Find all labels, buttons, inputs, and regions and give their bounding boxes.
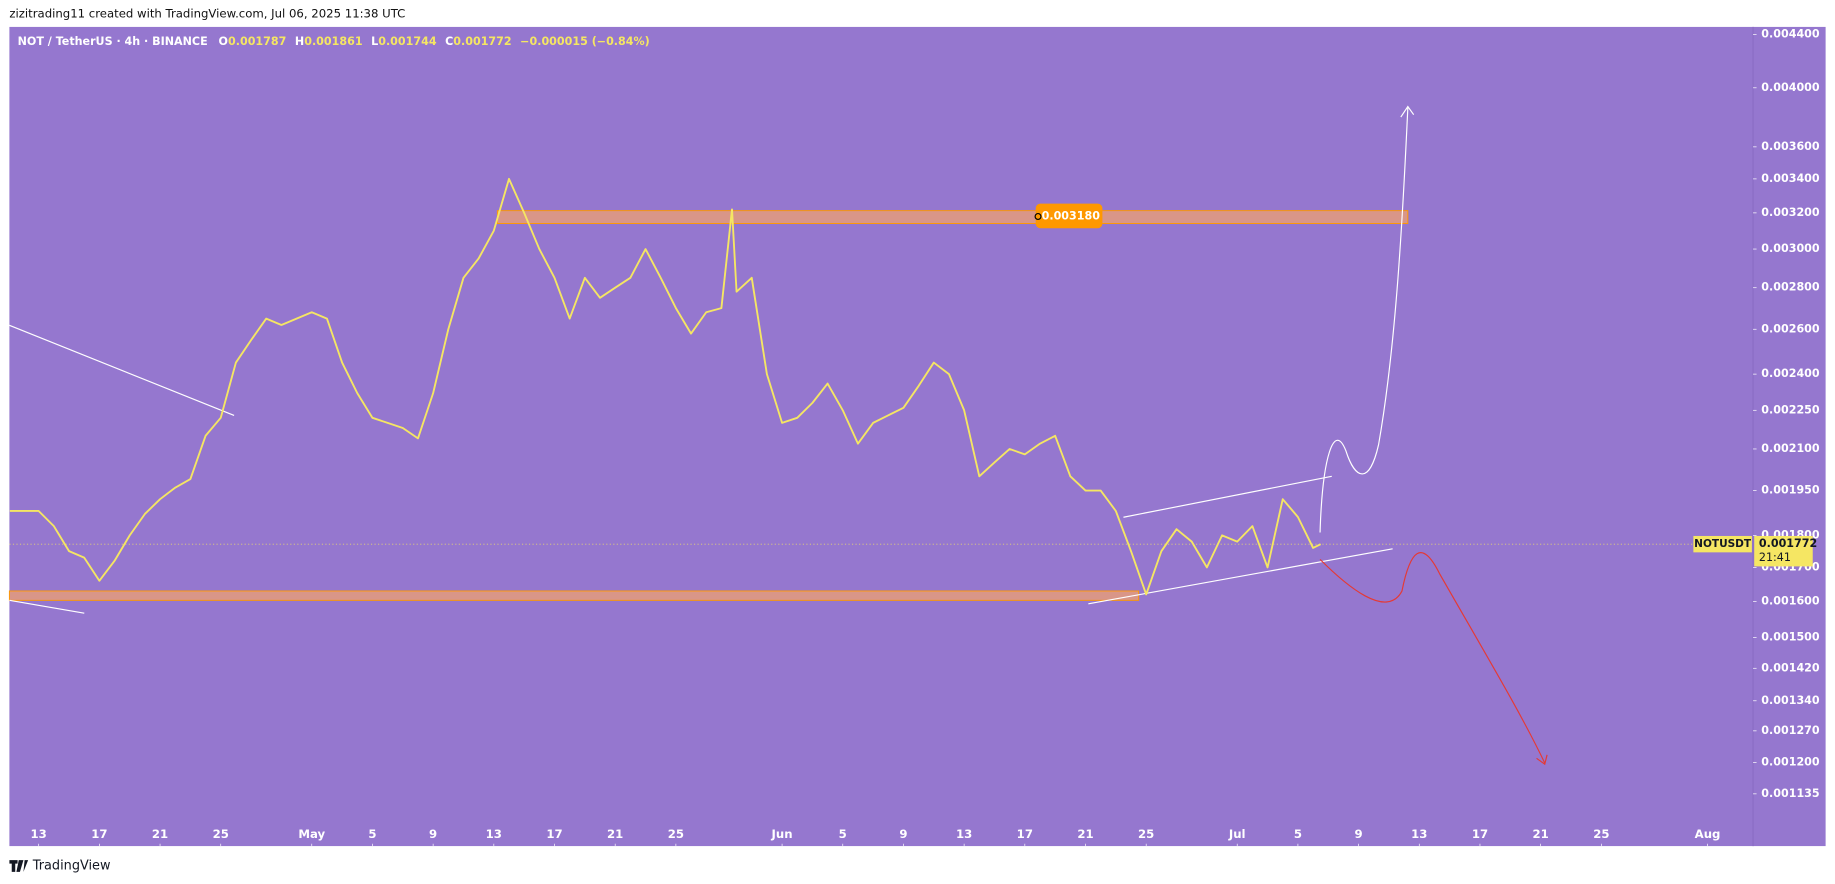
x-tick-label: 21 — [152, 827, 168, 841]
x-tick-label: 9 — [429, 827, 437, 841]
y-tick-label: 0.001600 — [1761, 594, 1820, 607]
x-tick-label: Jul — [1228, 827, 1246, 841]
x-tick-label: 5 — [839, 827, 847, 841]
chart-background — [9, 26, 1826, 847]
x-tick-label: 21 — [1077, 827, 1093, 841]
y-tick-label: 0.003400 — [1761, 172, 1820, 185]
trend-line — [9, 324, 235, 416]
x-tick-label: 5 — [368, 827, 376, 841]
price-tag — [1754, 535, 1813, 567]
symbol-tag-label: NOTUSDT — [1694, 538, 1752, 550]
symbol-title: NOT / TetherUS · 4h · BINANCE — [18, 35, 208, 48]
countdown-label: 21:41 — [1759, 551, 1791, 564]
x-tick-label: 13 — [31, 827, 47, 841]
y-tick-label: 0.001270 — [1761, 724, 1820, 737]
x-tick-label: 25 — [1138, 827, 1154, 841]
plot: 0.004400 0.004000 0.003600 0.003400 0.003200… — [9, 27, 1820, 847]
y-tick-label: 0.002800 — [1761, 281, 1820, 294]
x-tick-label: 17 — [546, 827, 562, 841]
high-value: 0.001861 — [304, 35, 362, 48]
x-tick-label: May — [298, 827, 325, 841]
support-zone — [8, 590, 1140, 601]
y-tick-label: 0.003000 — [1761, 242, 1820, 255]
bearish-path — [1319, 552, 1546, 764]
y-tick-label: 0.003200 — [1761, 206, 1820, 219]
resistance-label: 0.003180 — [1042, 209, 1101, 222]
price-tag-label: 0.001772 — [1759, 537, 1817, 550]
high-label: H — [295, 35, 304, 48]
brand-name: TradingView — [32, 858, 111, 873]
y-tick-label: 0.003600 — [1761, 140, 1820, 153]
y-tick-label: 0.001340 — [1761, 694, 1820, 707]
low-value: 0.001744 — [378, 35, 437, 48]
x-tick-label: 5 — [1294, 827, 1302, 841]
x-tick-label: 21 — [607, 827, 623, 841]
x-tick-label: 25 — [1593, 827, 1609, 841]
y-tick-label: 0.002600 — [1761, 322, 1820, 335]
attribution: zizitrading11 created with TradingView.c… — [9, 7, 405, 21]
x-tick-label: 17 — [1017, 827, 1033, 841]
brand-logo — [9, 860, 29, 872]
channel-lower — [1088, 548, 1393, 605]
low-label: L — [371, 35, 378, 48]
y-tick-label: 0.001500 — [1761, 631, 1820, 644]
x-tick-label: 13 — [486, 827, 502, 841]
arrow-head — [1400, 105, 1415, 118]
x-tick-label: Aug — [1695, 827, 1721, 841]
anchor-dot — [1034, 212, 1042, 221]
close-label: C — [445, 35, 453, 48]
x-tick-label: 21 — [1533, 827, 1549, 841]
x-tick-label: 25 — [213, 827, 229, 841]
y-tick-label: 0.001200 — [1761, 756, 1820, 769]
arrow-head — [1536, 754, 1548, 766]
price-line — [9, 177, 1322, 596]
x-tick-label: 17 — [91, 827, 107, 841]
resistance-label-box — [1035, 203, 1103, 229]
x-tick-label: 13 — [956, 827, 972, 841]
legend: NOT / TetherUS · 4h · BINANCE O0.001787 … — [18, 35, 650, 48]
trend-line — [9, 599, 85, 614]
x-tick-label: 13 — [1411, 827, 1427, 841]
footer: TradingView — [9, 858, 111, 873]
drawings: 0.003180 — [8, 105, 1548, 766]
resistance-zone — [496, 210, 1409, 224]
y-tick-label: 0.001135 — [1761, 787, 1819, 800]
open-label: O — [219, 35, 228, 48]
bullish-path — [1319, 107, 1409, 533]
close-value: 0.001772 — [453, 35, 511, 48]
symbol-tag — [1693, 535, 1752, 553]
y-tick-label: 0.004400 — [1761, 27, 1820, 40]
y-tick-label: 0.001420 — [1761, 661, 1820, 674]
y-tick-label: 0.002400 — [1761, 367, 1820, 380]
channel-upper — [1123, 475, 1332, 518]
y-tick-label: 0.004000 — [1761, 81, 1820, 94]
x-tick-label: 25 — [668, 827, 684, 841]
change-value: −0.000015 (−0.84%) — [520, 35, 650, 48]
x-tick-label: Jun — [771, 827, 793, 841]
x-tick-label: 9 — [1355, 827, 1363, 841]
y-tick-label: 0.002100 — [1761, 442, 1820, 455]
y-tick-label: 0.001950 — [1761, 484, 1820, 497]
y-tick-label: 0.002250 — [1761, 403, 1820, 416]
open-value: 0.001787 — [228, 35, 286, 48]
x-tick-label: 9 — [899, 827, 907, 841]
x-tick-label: 17 — [1472, 827, 1488, 841]
